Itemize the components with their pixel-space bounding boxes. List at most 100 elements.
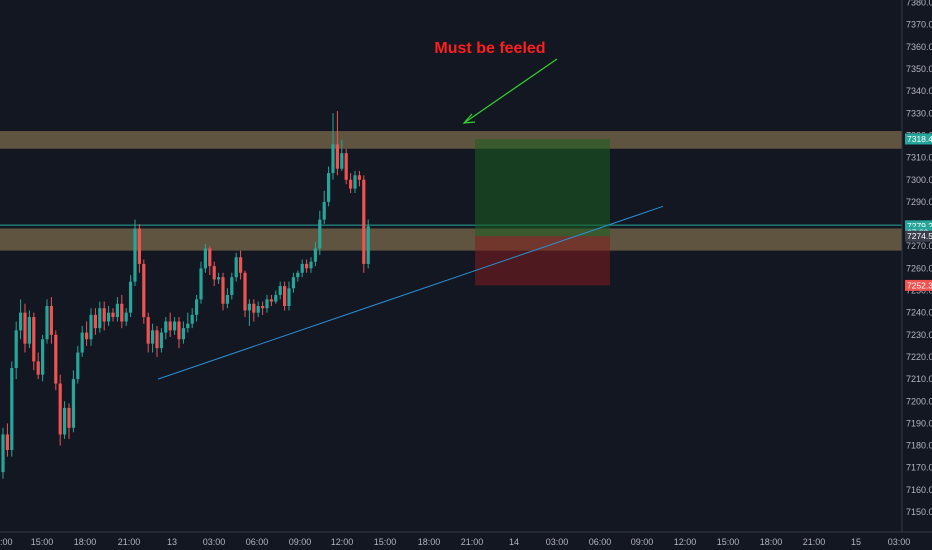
candle-body: [296, 272, 300, 278]
trendline: [157, 205, 664, 380]
candle-body: [239, 257, 243, 273]
candle-body: [27, 317, 31, 344]
price-tick-label: 7240.0: [906, 308, 932, 318]
candle-body: [225, 294, 229, 304]
candle-body: [322, 201, 326, 220]
time-tick-label: 13: [167, 537, 177, 547]
price-tag: [905, 220, 932, 232]
time-tick-label: 12:00: [331, 537, 354, 547]
candle-body: [203, 248, 207, 269]
price-tick-label: 7300.0: [906, 175, 932, 185]
candle-body: [181, 328, 185, 340]
candle-body: [278, 286, 282, 295]
candle-body: [309, 261, 313, 269]
resistance-zone: [0, 131, 902, 149]
price-tick-label: 7350.0: [906, 64, 932, 74]
candle-body: [305, 263, 309, 269]
candle-body: [269, 299, 273, 302]
time-tick-label: 21:00: [803, 537, 826, 547]
candle-body: [199, 268, 203, 300]
time-tick-label: 18:00: [74, 537, 97, 547]
candle-body: [357, 175, 361, 180]
candle-body: [177, 321, 181, 340]
time-tick-label: 15:00: [717, 537, 740, 547]
candle-body: [14, 330, 18, 369]
candle-body: [98, 308, 102, 329]
time-tick-label: 03:00: [203, 537, 226, 547]
price-tick-label: 7170.0: [906, 463, 932, 473]
candle-body: [5, 434, 9, 450]
candle-body: [133, 228, 137, 282]
stop-loss-zone: [475, 236, 610, 286]
candle-body: [362, 179, 366, 264]
candle-body: [36, 361, 40, 375]
candle-body: [67, 407, 71, 428]
candle-body: [49, 306, 53, 335]
candle-body: [353, 175, 357, 189]
candle-body: [159, 332, 163, 349]
candle-body: [190, 314, 194, 324]
price-tick-label: 7190.0: [906, 418, 932, 428]
candle-body: [151, 330, 155, 344]
candle-body: [93, 314, 97, 329]
candle-body: [54, 334, 58, 384]
price-tick-label: 7370.0: [906, 20, 932, 30]
candle-body: [335, 144, 339, 169]
price-tick-label: 7260.0: [906, 263, 932, 273]
candle-body: [23, 312, 27, 344]
candle-body: [340, 153, 344, 169]
time-axis: [0, 532, 932, 550]
candle-body: [221, 277, 225, 304]
candle-body: [274, 294, 278, 302]
price-tick-label: 7150.0: [906, 507, 932, 517]
candle-body: [10, 368, 14, 450]
candle-body: [173, 321, 177, 331]
price-tag: [905, 133, 932, 145]
candle-body: [300, 263, 304, 273]
price-tick-label: 7200.0: [906, 396, 932, 406]
support-zone: [0, 228, 902, 251]
candle-body: [129, 281, 133, 313]
candle-body: [1, 434, 5, 473]
candle-body: [168, 321, 172, 331]
candle-body: [247, 303, 251, 311]
candle-body: [208, 248, 212, 267]
candle-body: [45, 306, 49, 340]
price-tick-label: 7270.0: [906, 241, 932, 251]
price-tick-label: 7180.0: [906, 441, 932, 451]
candle-body: [313, 248, 317, 262]
time-tick-label: 09:00: [289, 537, 312, 547]
price-tick-label: 7210.0: [906, 374, 932, 384]
time-tick-label: 03:00: [546, 537, 569, 547]
candle-body: [331, 144, 335, 174]
time-tick-label: 06:00: [246, 537, 269, 547]
candle-body: [327, 173, 331, 202]
candle-body: [283, 286, 287, 307]
time-tick-label: 15:00: [31, 537, 54, 547]
candle-body: [230, 277, 234, 295]
price-tick-label: 7360.0: [906, 42, 932, 52]
time-tick-label: 15:00: [374, 537, 397, 547]
candle-body: [287, 288, 291, 307]
time-tick-label: :00: [0, 537, 13, 547]
price-axis: [902, 0, 932, 532]
price-tick-label: 7160.0: [906, 485, 932, 495]
candle-body: [344, 153, 348, 180]
candle-body: [252, 303, 256, 313]
candle-body: [318, 219, 322, 249]
candle-body: [19, 312, 23, 331]
candle-body: [155, 330, 159, 349]
candle-body: [80, 332, 84, 353]
annotation-arrowhead: [462, 113, 476, 124]
candle-body: [41, 339, 45, 375]
time-tick-label: 12:00: [674, 537, 697, 547]
price-tick-label: 7220.0: [906, 352, 932, 362]
candle-body: [146, 317, 150, 344]
candle-body: [217, 277, 221, 280]
candle-body: [32, 317, 36, 362]
time-tick-label: 14: [509, 537, 519, 547]
time-tick-label: 18:00: [418, 537, 441, 547]
candle-body: [111, 312, 115, 318]
candle-body: [349, 179, 353, 189]
